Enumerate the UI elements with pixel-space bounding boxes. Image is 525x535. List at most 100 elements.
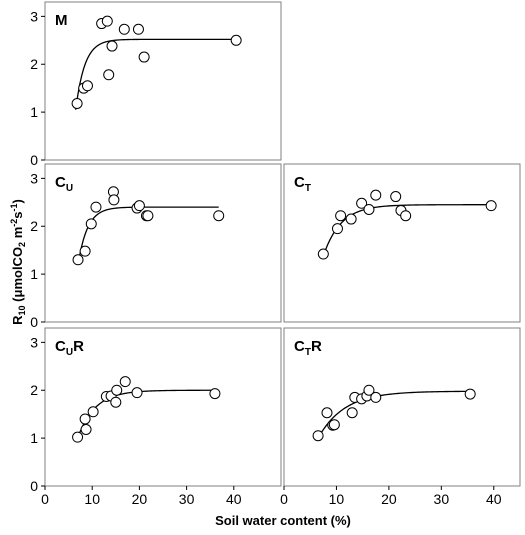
data-point bbox=[321, 407, 333, 419]
data-point bbox=[132, 23, 144, 35]
data-point bbox=[119, 376, 131, 388]
y-tick-label: 0 bbox=[30, 478, 38, 494]
data-point bbox=[209, 388, 221, 400]
y-axis-title-sub: 10 bbox=[17, 305, 27, 315]
y-tick-label: 1 bbox=[30, 430, 38, 446]
panel-label-main: M bbox=[55, 12, 68, 29]
data-point bbox=[370, 189, 382, 201]
data-point bbox=[131, 387, 143, 399]
data-point bbox=[90, 201, 102, 213]
data-point bbox=[312, 430, 324, 442]
data-point bbox=[213, 210, 225, 222]
data-point bbox=[390, 191, 402, 203]
panel-label-sub: U bbox=[66, 183, 73, 194]
x-tick-label: 20 bbox=[132, 491, 148, 507]
data-point bbox=[72, 431, 84, 443]
data-point bbox=[79, 245, 91, 257]
data-point bbox=[110, 396, 122, 408]
data-point bbox=[118, 23, 130, 35]
x-tick-label: 40 bbox=[486, 491, 502, 507]
data-point bbox=[81, 80, 93, 92]
y-axis-title-unit-sup1: -2 bbox=[9, 219, 19, 227]
fit-curve bbox=[77, 206, 219, 265]
data-point bbox=[464, 388, 476, 400]
y-tick-label: 3 bbox=[30, 334, 38, 350]
y-tick-label: 2 bbox=[30, 56, 38, 72]
data-point bbox=[87, 406, 99, 418]
data-point bbox=[331, 223, 343, 235]
y-tick-label: 1 bbox=[30, 266, 38, 282]
y-axis-title-unit-sup2: -1 bbox=[9, 203, 19, 211]
data-point bbox=[363, 384, 375, 396]
panel-label-main: C bbox=[55, 174, 66, 191]
y-axis-title-unit-sub: 2 bbox=[17, 242, 27, 247]
panel-label-sub: T bbox=[305, 183, 311, 194]
panel-label-suffix: R bbox=[73, 338, 84, 355]
x-axis-title: Soil water content (%) bbox=[215, 513, 351, 528]
x-tick-label: 40 bbox=[226, 491, 242, 507]
fit-curve bbox=[76, 389, 215, 439]
data-point bbox=[400, 210, 412, 222]
data-point bbox=[79, 413, 91, 425]
panel-cu: 0 1 2 3 CU bbox=[30, 163, 282, 330]
x-tick-label: 10 bbox=[329, 491, 345, 507]
data-point bbox=[85, 218, 97, 230]
y-axis-title-unit-m: m bbox=[10, 227, 25, 242]
data-point bbox=[335, 210, 347, 222]
fit-curve bbox=[75, 38, 237, 110]
y-axis-title-close: ) bbox=[10, 199, 25, 203]
data-point bbox=[370, 391, 382, 403]
panel-label: CU bbox=[55, 174, 73, 194]
data-point bbox=[345, 213, 357, 225]
y-tick-label: 2 bbox=[30, 382, 38, 398]
data-point bbox=[138, 51, 150, 63]
data-point bbox=[356, 197, 368, 209]
panel-frame bbox=[44, 163, 282, 323]
panel-label-main: C bbox=[294, 174, 305, 191]
data-point bbox=[72, 254, 84, 266]
panel-label-suffix: R bbox=[311, 338, 322, 355]
y-tick-label: 2 bbox=[30, 218, 38, 234]
data-point bbox=[108, 194, 120, 206]
y-tick-label: 0 bbox=[30, 314, 38, 330]
y-axis-title-unit-s: s bbox=[10, 212, 25, 219]
data-point bbox=[317, 248, 329, 260]
data-point bbox=[346, 407, 358, 419]
data-point bbox=[230, 34, 242, 46]
y-axis-title-unit-open: (μmolCO bbox=[10, 247, 25, 306]
panel-frame bbox=[44, 327, 282, 487]
panel-frame bbox=[44, 1, 282, 161]
y-axis-title: R10 (μmolCO2 m-2s-1) bbox=[9, 199, 27, 325]
panel-label-sub: T bbox=[305, 347, 311, 358]
data-point bbox=[71, 98, 83, 109]
panel-label-sub: U bbox=[66, 347, 73, 358]
y-tick-label: 3 bbox=[30, 170, 38, 186]
panel-label: M bbox=[55, 12, 68, 29]
x-tick-label: 10 bbox=[84, 491, 100, 507]
y-axis-title-base: R bbox=[10, 315, 25, 325]
x-tick-label: 0 bbox=[41, 491, 49, 507]
fit-curve bbox=[317, 390, 471, 439]
panel-ct: CT bbox=[283, 163, 521, 323]
data-point bbox=[142, 210, 154, 222]
data-point bbox=[106, 40, 118, 52]
x-tick-label: 0 bbox=[280, 491, 288, 507]
panel-frame bbox=[283, 163, 521, 323]
y-tick-label: 3 bbox=[30, 8, 38, 24]
y-tick-label: 0 bbox=[30, 152, 38, 168]
panel-label-main: C bbox=[55, 338, 66, 355]
panel-frame bbox=[283, 327, 521, 487]
data-point bbox=[80, 424, 92, 435]
panel-m: 0 1 2 3 M bbox=[30, 1, 282, 168]
panel-label: CUR bbox=[55, 338, 84, 358]
panel-label-main: C bbox=[294, 338, 305, 355]
x-tick-label: 20 bbox=[381, 491, 397, 507]
x-tick-label: 30 bbox=[179, 491, 195, 507]
data-point bbox=[103, 69, 115, 81]
data-point bbox=[133, 200, 145, 212]
data-point bbox=[111, 384, 123, 396]
data-point bbox=[101, 15, 113, 27]
x-tick-label: 30 bbox=[434, 491, 450, 507]
